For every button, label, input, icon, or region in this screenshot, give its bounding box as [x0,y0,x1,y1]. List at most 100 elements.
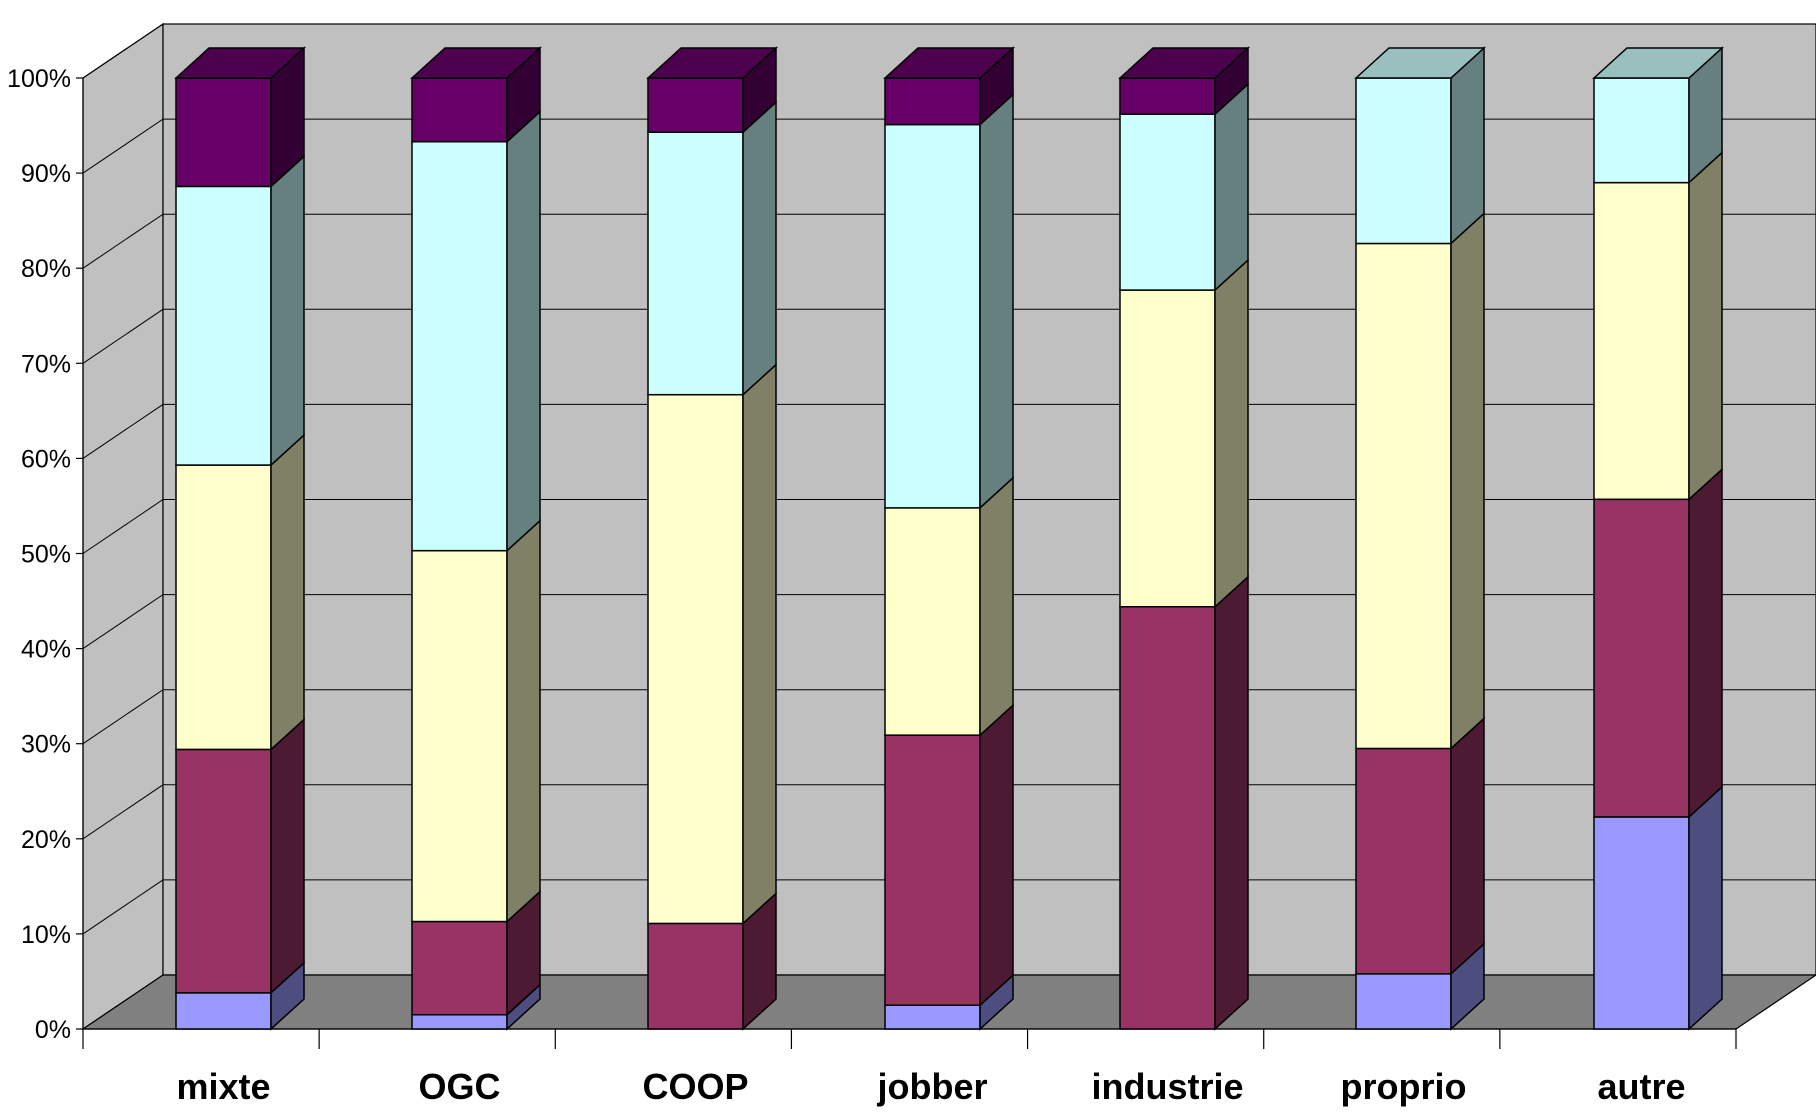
bar-segment [411,983,541,1031]
bar-face [884,123,981,509]
bar-segment [411,889,541,1017]
bar-segment [411,46,541,144]
bar-segment [175,46,305,189]
bar-side [979,92,1014,510]
bar-face [1355,242,1452,750]
bar-stack [174,46,306,1031]
bar-side [979,703,1014,1007]
bar-face [1355,77,1452,245]
bar-segment [175,961,305,1031]
bar-segment [884,92,1014,510]
bar-top [1592,47,1724,79]
gridline [82,879,1816,935]
bar-segment [1593,467,1723,819]
bar-face [411,77,508,143]
bar-face [884,1004,981,1030]
bar-stack [1354,46,1486,1031]
gridline [82,308,1816,364]
bar-segment [647,100,777,397]
bar-segment [1119,258,1249,609]
bar-face [411,920,508,1016]
bar-face [1119,77,1216,115]
x-category-label: COOP [642,1066,748,1107]
bar-face [884,77,981,126]
bar-side [1214,82,1249,292]
bar-segment [175,717,305,995]
bar-face [175,464,272,751]
bar-face [175,77,272,188]
bar-top [1118,47,1250,79]
y-tick-label: 80% [21,255,71,283]
y-tick-label: 20% [21,826,71,854]
bar-face [411,140,508,552]
bar-side [1214,258,1249,609]
gridline [82,118,1816,174]
bar-segment [1119,575,1249,1031]
x-category-label: proprio [1341,1066,1467,1107]
bar-face [884,507,981,736]
bar-segment [411,518,541,924]
bar-face [647,922,744,1030]
bar-segment [1593,46,1723,185]
bar-top [1354,47,1486,79]
bar-stack [646,46,778,1031]
bar-segment [647,891,777,1031]
bar-segment [884,476,1014,737]
bar-side [506,518,541,924]
bar-segment [411,110,541,553]
bar-segment [175,154,305,467]
gridline [82,403,1816,459]
y-axis-tick-labels: 0% 10% 20% 30% 40% 50% 60% 70% 80% 90% 100% [7,65,71,1044]
x-axis-category-labels: mixte OGC COOP jobber industrie proprio autre [176,1066,1685,1107]
y-tick-label: 100% [7,65,71,93]
bar-side [1688,150,1723,501]
bar-face [411,549,508,923]
gridline [82,784,1816,840]
bar-side [506,110,541,553]
gridline [82,689,1816,745]
y-tick-label: 0% [35,1016,71,1044]
gridlines [82,23,1816,935]
bar-stack [410,46,542,1031]
x-category-label: industrie [1091,1066,1243,1107]
gridline [82,594,1816,650]
bar-side [742,100,777,397]
bar-segment [1355,716,1485,976]
bar-face [884,734,981,1006]
bar-face [175,185,272,466]
bar-segment [175,433,305,752]
bar-face [1593,77,1690,184]
gridline [82,23,1816,79]
bar-segment [1593,785,1723,1031]
x-category-label: jobber [876,1066,987,1107]
y-tick-label: 40% [21,636,71,664]
bar-face [175,748,272,994]
bar-top [883,47,1015,79]
bar-segment [647,46,777,134]
bar-stack [883,46,1015,1031]
bar-side [1688,467,1723,819]
bar-face [1119,606,1216,1030]
bar-segment [647,362,777,926]
bar-segment [1119,82,1249,292]
x-category-label: mixte [176,1066,270,1107]
bar-face [1355,747,1452,975]
x-category-label: autre [1597,1066,1685,1107]
bar-side [270,717,305,995]
bar-stack [1592,46,1724,1031]
bar-side [742,362,777,926]
bar-top [410,47,542,79]
bar-top [174,47,306,79]
bar-face [647,393,744,925]
bar-face [1593,816,1690,1030]
y-tick-label: 30% [21,731,71,759]
bar-side [1214,575,1249,1031]
bar-side [270,154,305,467]
bar-face [1355,973,1452,1030]
y-tick-label: 10% [21,921,71,949]
bar-stack [1118,46,1250,1031]
bar-side [1450,46,1485,246]
bar-face [411,1013,508,1030]
